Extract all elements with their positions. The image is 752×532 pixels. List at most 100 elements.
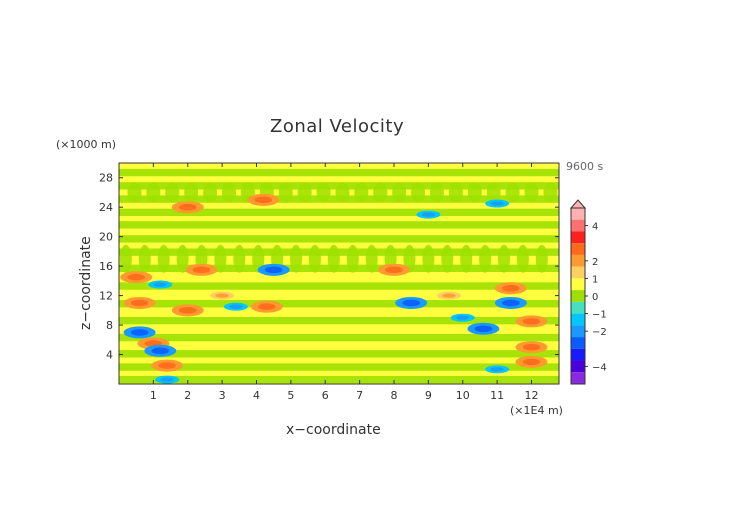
field-cell [157,244,170,273]
anomaly-core [178,203,197,211]
field-band [119,282,559,290]
anomaly-core [456,315,470,320]
field-cell [460,244,473,273]
anomaly-core [229,304,243,309]
field-cell [467,182,482,203]
anomaly-core [192,266,211,274]
colorbar-swatch [571,243,585,255]
colorbar-swatch [571,301,585,314]
x-tick-label: 9 [425,389,432,402]
colorbar-swatch [571,313,585,326]
y-tick-label: 20 [99,231,113,244]
anomaly-core [421,212,435,217]
colorbar-swatch [571,266,585,279]
anomaly-core [385,266,403,274]
field-cell [403,244,416,273]
time-label: 9600 s [566,160,604,173]
x-units-label: (×1E4 m) [510,404,563,417]
plot-features [120,193,548,384]
field-cell [498,244,510,273]
plot-bands [119,168,559,384]
field-cell [346,244,359,273]
field-band [119,350,559,358]
field-band [119,221,559,229]
y-tick-label: 28 [99,172,113,185]
x-tick-label: 5 [287,389,294,402]
field-cell [176,244,189,273]
colorbar-swatch [571,254,585,267]
anomaly-core [130,329,149,336]
colorbar-tick-label: 4 [592,222,598,233]
field-cell [505,182,520,203]
anomaly-core [522,358,541,366]
y-tick-label: 12 [99,290,113,303]
y-tick-label: 24 [99,201,113,214]
field-cell [308,244,321,273]
colorbar-arrow [569,199,587,209]
field-band [119,316,559,325]
anomaly-core [254,196,273,204]
field-cell [422,244,435,273]
y-ticks: 4 8 12 16 20 24 28 [99,172,559,362]
colorbar-swatch [571,231,585,244]
field-band [119,168,559,177]
anomaly-core [490,201,504,206]
x-tick-label: 2 [184,389,191,402]
y-tick-label: 16 [99,260,113,273]
colorbar-tick-label: 1 [592,274,598,285]
field-cell [146,182,161,203]
colorbar-swatch [571,290,585,302]
colorbar-tick-label: −4 [592,362,607,373]
y-tick-label: 8 [106,319,113,332]
field-band [119,375,559,384]
anomaly-core [158,362,176,369]
colorbar-swatch [571,348,585,361]
field-band [119,208,559,217]
anomaly-core [127,273,145,281]
anomaly-core [258,303,276,310]
colorbar-swatch [571,372,585,384]
x-tick-label: 11 [490,389,504,402]
anomaly-core [160,377,174,382]
field-cell [327,244,340,273]
field-cell [297,182,312,203]
field-cell [479,244,492,273]
field-cell [429,182,444,203]
anomaly-core [151,347,170,355]
anomaly-core [474,325,493,333]
x-tick-label: 7 [356,389,363,402]
field-band [119,300,559,308]
x-tick-label: 12 [525,389,539,402]
colorbar-tick-label: −2 [592,327,607,338]
x-tick-label: 8 [391,389,398,402]
field-cell [448,182,463,203]
field-cell [441,244,454,273]
field-cell [354,182,369,203]
y-tick-label: 4 [106,349,113,362]
field-cell [290,244,303,273]
colorbar: 4 2 1 0 −1 −2 −4 [569,199,607,385]
field-cell [278,182,293,203]
field-cell [316,182,331,203]
field-cell [138,244,151,273]
field-band [119,235,559,243]
colorbar-tick-label: 0 [592,292,598,303]
field-cell [411,182,426,203]
field-cell [335,182,350,203]
anomaly-core [522,343,541,351]
chart-title: Zonal Velocity [270,116,405,137]
field-cell [222,182,236,203]
anomaly-core [502,284,520,292]
x-tick-label: 1 [150,389,157,402]
field-cell [486,182,501,203]
field-cell [535,244,548,273]
field-cell [165,182,180,203]
anomaly-core [522,318,541,325]
colorbar-swatch [571,337,585,349]
x-tick-label: 6 [322,389,329,402]
field-band [119,363,559,371]
colorbar-tick-label: −1 [592,310,607,321]
anomaly-core [215,293,229,298]
y-units-label: (×1000 m) [56,138,117,151]
